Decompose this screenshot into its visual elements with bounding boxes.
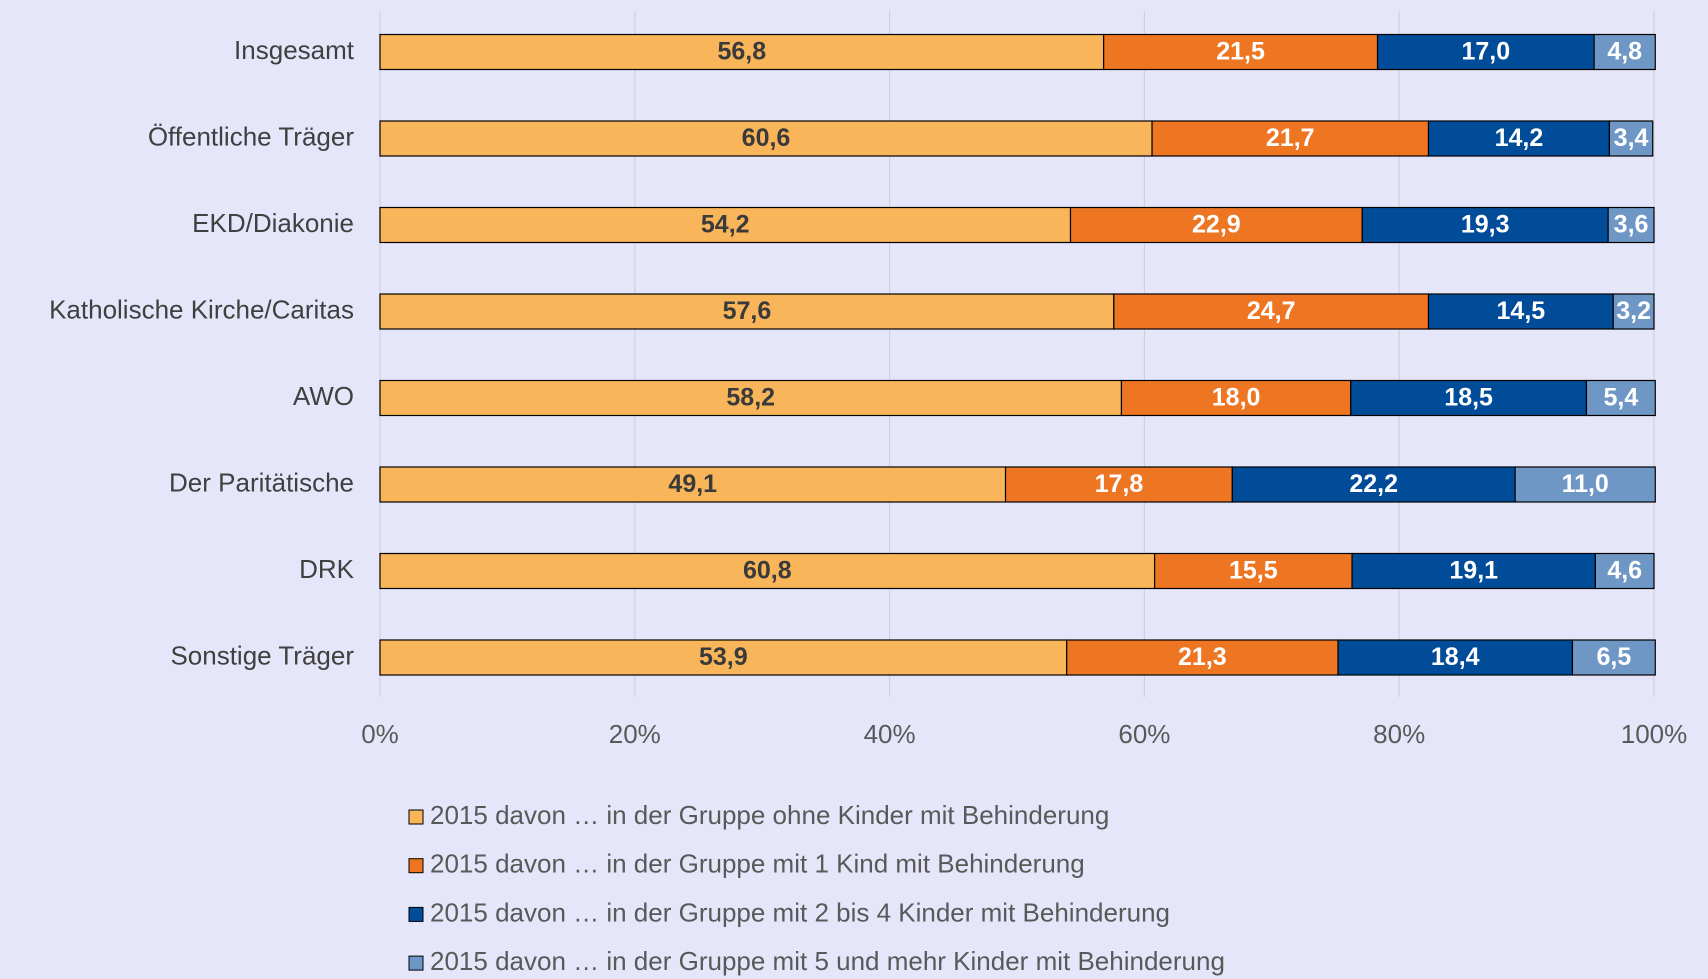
value-label: 4,8 [1607,38,1642,66]
bar-segment [1571,639,1656,676]
value-label: 11,0 [1562,470,1609,498]
value-label: 15,5 [1229,557,1278,585]
value-label: 4,6 [1607,557,1642,585]
value-label: 21,5 [1216,38,1265,66]
legend-swatch [408,906,424,922]
legend-swatch [408,858,424,874]
value-label: 18,5 [1444,384,1493,412]
value-label: 58,2 [726,384,775,412]
bar-segment [1151,120,1430,157]
bar-segment [379,379,1123,417]
x-tick-label: 20% [609,719,661,749]
x-tick-label: 40% [864,719,916,749]
value-label: 54,2 [701,211,750,239]
bar-segment [1153,552,1353,590]
value-label: 60,8 [743,557,792,585]
value-label: 3,6 [1614,211,1649,239]
bar-segment [379,293,1115,330]
bar-segment [1427,120,1611,157]
value-label: 14,5 [1497,297,1546,325]
value-label: 18,0 [1212,384,1261,412]
value-label: 56,8 [717,38,766,66]
x-tick-label: 80% [1373,719,1425,749]
bar-segment [1612,293,1655,330]
x-tick-label: 60% [1118,719,1170,749]
bar-segment [1337,639,1574,676]
value-label: 19,3 [1461,211,1510,239]
bar-segment [1069,206,1363,244]
bar-segment [1231,466,1516,503]
category-label: Sonstige Träger [170,640,354,670]
x-tick-label: 100% [1621,719,1688,749]
bar-segment [379,33,1105,71]
value-label: 6,5 [1596,643,1631,671]
bar-segment [1593,33,1656,71]
value-label: 21,3 [1178,643,1227,671]
category-label: DRK [299,554,355,584]
value-label: 3,4 [1614,124,1649,152]
bar-segment [1514,466,1656,503]
bar-segment [1594,552,1655,590]
bar-segment [1120,379,1352,417]
legend-swatch [408,955,424,971]
value-label: 18,4 [1431,643,1480,671]
category-label: AWO [293,381,354,411]
legend-swatch [408,809,424,825]
category-label: Insgesamt [234,35,355,65]
value-label: 14,2 [1495,124,1544,152]
value-label: 53,9 [699,643,748,671]
value-label: 5,4 [1603,384,1638,412]
x-tick-label: 0% [361,719,399,749]
legend-label: 2015 davon … in der Gruppe mit 5 und meh… [430,946,1225,976]
category-label: Öffentliche Träger [148,121,355,151]
value-label: 22,9 [1192,211,1241,239]
category-label: Der Paritätische [169,467,354,497]
value-label: 19,1 [1449,557,1498,585]
bar-segment [1113,293,1430,330]
bar-segment [1607,206,1655,244]
legend-label: 2015 davon … in der Gruppe mit 1 Kind mi… [430,849,1085,879]
bar-segment [379,639,1068,676]
value-label: 3,2 [1616,297,1651,325]
bar-segment [1351,552,1596,590]
value-label: 60,6 [742,124,791,152]
value-label: 57,6 [723,297,772,325]
category-label: Katholische Kirche/Caritas [49,294,354,324]
value-label: 22,2 [1349,470,1398,498]
bar-segment [1608,120,1654,157]
legend-label: 2015 davon … in der Gruppe ohne Kinder m… [430,800,1109,830]
value-label: 49,1 [668,470,717,498]
value-label: 17,8 [1095,470,1144,498]
value-label: 24,7 [1247,297,1296,325]
bar-segment [379,466,1007,503]
bar-segment [1361,206,1609,244]
bar-segment [1585,379,1656,417]
legend-label: 2015 davon … in der Gruppe mit 2 bis 4 K… [430,897,1170,927]
value-label: 21,7 [1266,124,1315,152]
category-label: EKD/Diakonie [192,208,354,238]
bar-segment [379,120,1153,157]
bar-segment [1066,639,1339,676]
value-label: 17,0 [1461,38,1510,66]
bar-segment [379,206,1072,244]
